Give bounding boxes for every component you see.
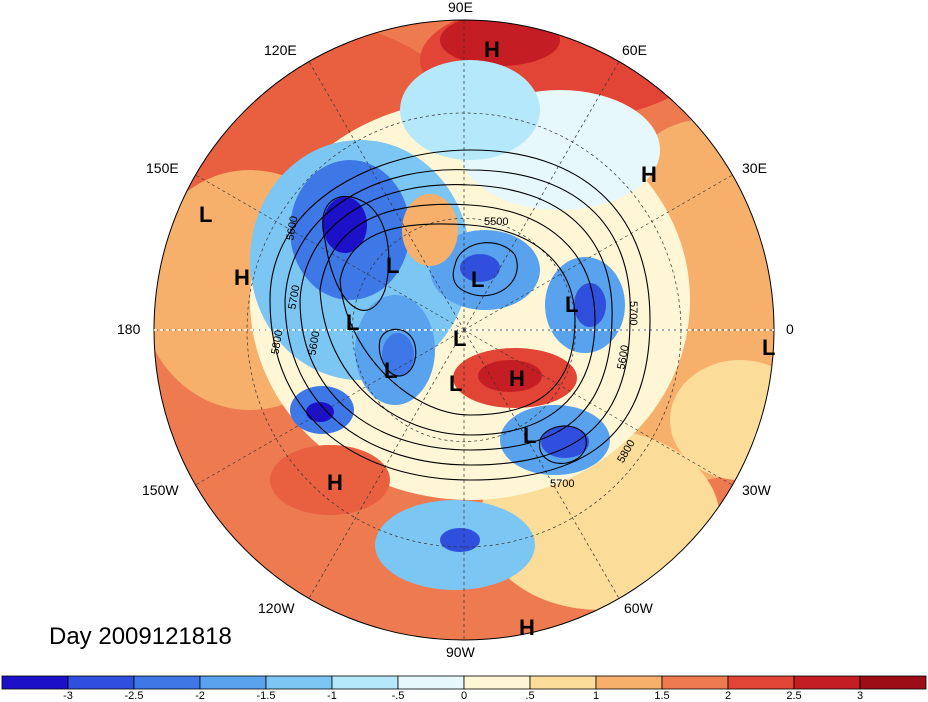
longitude-label-60w: 60W <box>624 600 654 616</box>
meridian-line <box>463 329 733 486</box>
longitude-label-180: 180 <box>117 321 141 337</box>
low-center: L <box>449 371 462 396</box>
contour-label: 5500 <box>484 216 508 228</box>
low-center: L <box>471 267 484 292</box>
colorbar-swatch <box>727 675 795 690</box>
parallel-circle <box>246 112 682 548</box>
colorbar-swatch <box>1 675 69 690</box>
contour-label: 5600 <box>284 215 300 241</box>
longitude-label-120e: 120E <box>264 42 297 58</box>
contour-label: 5800 <box>269 329 285 355</box>
colorbar-swatch <box>463 675 531 690</box>
colorbar-tick-label: 2.5 <box>786 690 801 702</box>
graticule <box>154 20 774 640</box>
pressure-centers: H H L H L L L L L L L H L L H H <box>199 37 775 640</box>
colorbar-swatch <box>331 675 399 690</box>
high-center: H <box>509 366 525 391</box>
longitude-labels: 90E 120E 60E 150E 30E 180 0 150W 30W 120… <box>117 0 794 660</box>
meridian-line <box>463 61 620 331</box>
meridian-line <box>308 61 465 331</box>
colorbar: -3 -2.5 -2 -1.5 -1 -.5 0 .5 1 1.5 2 2.5 3 <box>1 675 927 702</box>
meridian-line <box>195 174 465 331</box>
low-center: L <box>523 423 536 448</box>
colorbar-tick-label: -1.5 <box>257 690 276 702</box>
low-center: L <box>384 358 397 383</box>
day-label: Day 2009121818 <box>49 623 232 650</box>
colorbar-tick-label: -3 <box>63 690 73 702</box>
longitude-label-60e: 60E <box>622 42 647 58</box>
meridian-line <box>463 329 620 599</box>
colorbar-swatch <box>595 675 663 690</box>
longitude-label-150w: 150W <box>142 482 179 498</box>
longitude-label-120w: 120W <box>258 600 295 616</box>
high-center: H <box>234 265 250 290</box>
colorbar-tick-label: .5 <box>525 690 534 702</box>
contour-label: 5600 <box>615 344 631 370</box>
colorbar-swatch <box>529 675 597 690</box>
colorbar-tick-label: 2 <box>725 690 731 702</box>
colorbar-tick-label: 3 <box>857 690 863 702</box>
colorbar-swatch <box>793 675 861 690</box>
colorbar-swatch <box>265 675 333 690</box>
low-center: L <box>565 292 578 317</box>
high-center: H <box>641 162 657 187</box>
longitude-label-90e: 90E <box>448 0 473 15</box>
meridian-line <box>308 329 465 599</box>
height-contours <box>269 149 651 481</box>
low-center: L <box>453 326 466 351</box>
colorbar-tick-label: -2 <box>195 690 205 702</box>
anomaly-field <box>154 20 774 640</box>
high-center: H <box>519 615 535 640</box>
contour-label: 5700 <box>627 301 639 325</box>
colorbar-tick-label: -2.5 <box>125 690 144 702</box>
colorbar-tick-label: -.5 <box>392 690 405 702</box>
colorbar-swatch <box>397 675 465 690</box>
low-center: L <box>762 335 775 360</box>
contour-label: 5700 <box>286 284 302 310</box>
contour-label: 5700 <box>550 478 574 490</box>
colorbar-tick-label: 1 <box>593 690 599 702</box>
meridian-line <box>463 174 733 331</box>
colorbar-tick-label: -1 <box>327 690 337 702</box>
longitude-label-90w: 90W <box>446 644 476 660</box>
colorbar-swatch <box>133 675 201 690</box>
contour-label: 5600 <box>306 330 322 356</box>
colorbar-swatch <box>859 675 927 690</box>
high-center: H <box>484 37 500 62</box>
low-center: L <box>199 202 212 227</box>
colorbar-tick-label: 1.5 <box>654 690 669 702</box>
colorbar-swatch <box>661 675 729 690</box>
longitude-label-150e: 150E <box>146 160 179 176</box>
meridian-line <box>195 329 465 486</box>
colorbar-tick-label: 0 <box>461 690 467 702</box>
low-center: L <box>346 310 359 335</box>
colorbar-swatch <box>67 675 135 690</box>
colorbar-swatch <box>199 675 267 690</box>
contour-labels: 5500 5600 5700 5800 5600 5700 5800 5600 … <box>269 215 639 490</box>
low-center: L <box>386 253 399 278</box>
longitude-label-30w: 30W <box>742 482 772 498</box>
longitude-label-0: 0 <box>786 321 794 337</box>
high-center: H <box>327 470 343 495</box>
longitude-label-30e: 30E <box>742 160 767 176</box>
